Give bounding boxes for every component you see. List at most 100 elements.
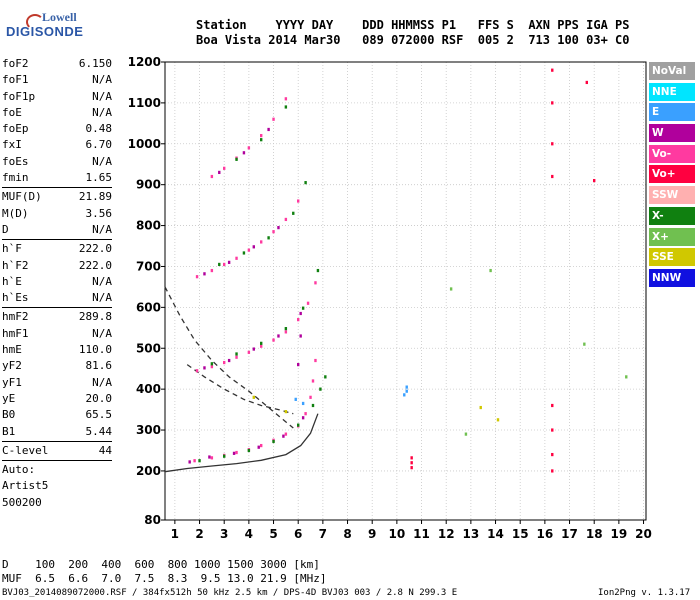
header-row-values: Boa Vista 2014 Mar30 089 072000 RSF 005 … xyxy=(196,33,630,47)
parameter-row: foE N/A xyxy=(2,105,112,121)
parameter-row: foEp 0.48 xyxy=(2,121,112,137)
footer-file-info: BVJ03_2014089072000.RSF / 384fx512h 50 k… xyxy=(2,588,458,598)
echo-point xyxy=(284,217,288,222)
echo-point xyxy=(551,428,554,432)
echo-point xyxy=(311,403,315,408)
echo-point xyxy=(247,248,251,252)
echo-point xyxy=(284,97,288,101)
echo-point xyxy=(267,236,270,240)
echo-point xyxy=(252,245,255,249)
echo-point xyxy=(551,68,554,72)
echo-point xyxy=(297,318,300,322)
echo-point xyxy=(284,330,288,334)
parameter-value: 65.5 xyxy=(85,408,113,422)
parameter-value: 6.70 xyxy=(85,138,113,152)
parameter-value: 20.0 xyxy=(85,391,113,405)
parameter-separator xyxy=(2,440,112,442)
echo-point xyxy=(272,439,275,444)
parameter-row: fmin 1.65 xyxy=(2,170,112,186)
parameter-row: foF2 6.150 xyxy=(2,56,112,72)
parameter-label: h`E xyxy=(2,274,22,288)
legend-item: Vo+ xyxy=(649,165,695,184)
parameter-separator xyxy=(2,239,112,241)
y-tick-label: 1100 xyxy=(128,96,161,110)
parameter-label: fmin xyxy=(2,171,29,185)
echo-point xyxy=(551,469,554,473)
legend-item: Vo- xyxy=(649,144,695,163)
parameter-label: foEs xyxy=(2,154,29,168)
parameter-row: yF2 81.6 xyxy=(2,358,112,374)
echo-point xyxy=(260,443,263,448)
echo-point xyxy=(311,379,315,383)
logo-line2: DIGISONDE xyxy=(6,24,84,39)
echo-point xyxy=(301,306,305,310)
echo-point xyxy=(284,410,288,414)
parameter-row: h`F 222.0 xyxy=(2,241,112,257)
echo-point xyxy=(272,117,275,121)
echo-point xyxy=(257,445,260,449)
parameter-label: h`F2 xyxy=(2,258,29,272)
parameter-label: h`Es xyxy=(2,291,29,305)
parameter-row: Auto: xyxy=(2,462,112,478)
echo-point xyxy=(188,460,191,464)
echo-point xyxy=(405,389,408,393)
echo-point xyxy=(218,262,221,267)
parameter-label: M(D) xyxy=(2,206,29,220)
x-tick-label: 12 xyxy=(438,527,455,541)
echo-point xyxy=(198,459,201,463)
x-tick-label: 17 xyxy=(561,527,578,541)
parameter-value: 81.6 xyxy=(85,359,113,373)
parameter-label: foEp xyxy=(2,122,29,136)
parameter-row: MUF(D) 21.89 xyxy=(2,189,112,205)
x-tick-label: 18 xyxy=(586,527,603,541)
x-tick-label: 20 xyxy=(635,527,652,541)
echo-point xyxy=(449,287,453,291)
parameter-row: 500200 xyxy=(2,495,112,511)
parameter-panel: foF2 6.150 foF1 N/A foF1p N/A foE N/A foEp 0.48 fx… xyxy=(2,56,112,511)
x-tick-label: 9 xyxy=(368,527,376,541)
parameter-row: B1 5.44 xyxy=(2,424,112,440)
echo-point xyxy=(297,423,300,427)
parameter-row: h`Es N/A xyxy=(2,290,112,306)
parameter-row: D N/A xyxy=(2,222,112,238)
x-tick-label: 2 xyxy=(195,527,203,541)
echo-point xyxy=(235,157,238,161)
parameter-value: 3.56 xyxy=(85,206,113,220)
echo-point xyxy=(247,448,251,453)
parameter-label: h`F xyxy=(2,242,22,256)
legend-item: SSW xyxy=(649,186,695,205)
echo-point xyxy=(551,142,554,146)
parameter-value: 6.150 xyxy=(78,57,112,70)
parameter-label: yE xyxy=(2,391,16,405)
y-tick-label: 80 xyxy=(144,513,161,527)
parameter-value: N/A xyxy=(92,154,112,168)
echo-point xyxy=(496,418,500,422)
echo-point xyxy=(316,268,320,273)
parameter-label: hmE xyxy=(2,343,22,357)
parameter-value: N/A xyxy=(92,222,112,236)
x-tick-label: 13 xyxy=(463,527,480,541)
parameter-row: foEs N/A xyxy=(2,154,112,170)
x-tick-label: 16 xyxy=(537,527,554,541)
parameter-separator xyxy=(2,307,112,309)
parameter-value: N/A xyxy=(92,73,112,87)
parameter-label: C-level xyxy=(2,443,49,457)
echo-point xyxy=(267,127,270,132)
echo-point xyxy=(235,355,238,359)
parameter-value: N/A xyxy=(92,274,112,288)
echo-point xyxy=(208,455,211,459)
echo-point xyxy=(210,174,214,179)
y-tick-label: 300 xyxy=(136,423,161,437)
echo-point xyxy=(299,311,302,316)
echo-point xyxy=(410,466,413,470)
echo-point xyxy=(551,174,554,179)
echo-point xyxy=(319,387,322,391)
echo-point xyxy=(410,456,413,460)
echo-point xyxy=(272,230,275,234)
model-curve-dashed xyxy=(164,286,294,429)
echo-point xyxy=(223,166,226,170)
echo-point xyxy=(301,401,305,406)
y-tick-label: 1000 xyxy=(128,137,161,151)
footer-muf-row: MUF 6.5 6.6 7.0 7.5 8.3 9.5 13.0 21.9 [M… xyxy=(2,572,327,585)
